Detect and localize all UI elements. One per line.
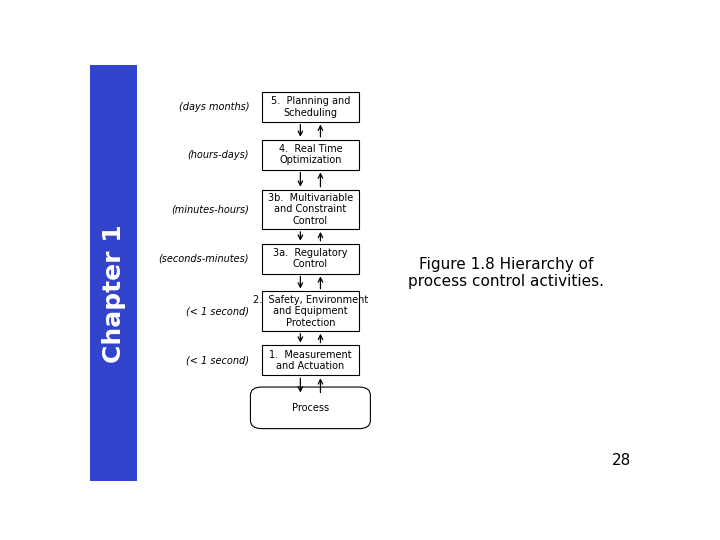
FancyBboxPatch shape: [261, 346, 359, 375]
Text: Chapter 1: Chapter 1: [102, 224, 126, 363]
FancyBboxPatch shape: [261, 292, 359, 331]
Text: (seconds-minutes): (seconds-minutes): [158, 254, 249, 264]
FancyBboxPatch shape: [90, 65, 138, 481]
Text: (minutes-hours): (minutes-hours): [171, 204, 249, 214]
Text: 3a.  Regulatory
Control: 3a. Regulatory Control: [273, 248, 348, 269]
FancyBboxPatch shape: [261, 244, 359, 274]
Text: (< 1 second): (< 1 second): [186, 306, 249, 316]
FancyBboxPatch shape: [261, 92, 359, 122]
Text: 4.  Real Time
Optimization: 4. Real Time Optimization: [279, 144, 342, 165]
Text: Process: Process: [292, 403, 329, 413]
Text: 1.  Measurement
and Actuation: 1. Measurement and Actuation: [269, 349, 352, 371]
Text: 5.  Planning and
Scheduling: 5. Planning and Scheduling: [271, 96, 350, 118]
FancyBboxPatch shape: [261, 190, 359, 229]
FancyBboxPatch shape: [251, 387, 370, 429]
FancyBboxPatch shape: [261, 140, 359, 170]
Text: Figure 1.8 Hierarchy of
process control activities.: Figure 1.8 Hierarchy of process control …: [408, 256, 603, 289]
Text: 2.  Safety, Environment
and Equipment
Protection: 2. Safety, Environment and Equipment Pro…: [253, 294, 368, 328]
Text: (hours-days): (hours-days): [187, 150, 249, 160]
Text: 3b.  Multivariable
and Constraint
Control: 3b. Multivariable and Constraint Control: [268, 193, 353, 226]
Text: (< 1 second): (< 1 second): [186, 355, 249, 366]
Text: 28: 28: [612, 453, 631, 468]
Text: (days months): (days months): [179, 102, 249, 112]
